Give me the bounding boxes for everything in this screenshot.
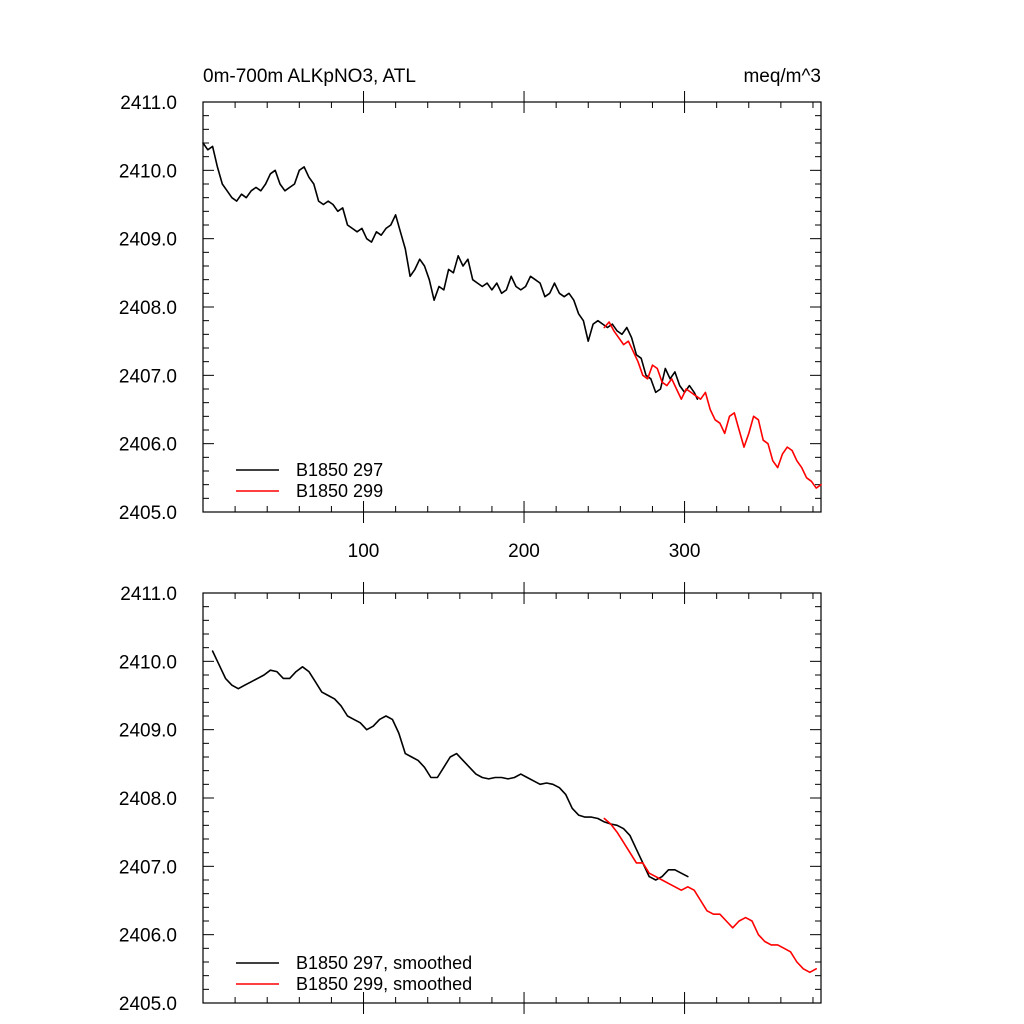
y-tick-label: 2410.0	[119, 652, 177, 673]
y-tick-label: 2410.0	[119, 161, 177, 182]
y-tick-label: 2405.0	[119, 503, 177, 524]
x-tick-label: 100	[348, 541, 380, 562]
y-tick-label: 2406.0	[119, 926, 177, 947]
series-line-0	[202, 142, 699, 401]
series-line-1	[603, 817, 818, 974]
y-tick-label: 2411.0	[120, 93, 177, 114]
y-tick-label: 2411.0	[120, 584, 177, 605]
series-line-0	[211, 650, 689, 881]
bottom-panel: 2405.0 2406.0 2407.0 2408.0 2409.0 2410.0 2411…	[119, 582, 822, 1015]
y-tick-label: 2406.0	[119, 435, 177, 456]
y-tick-label: 2408.0	[119, 298, 177, 319]
legend-label: B1850 297	[296, 460, 383, 480]
plot-frame	[202, 101, 822, 513]
x-tick-label: 200	[508, 541, 540, 562]
y-tick-label: 2405.0	[119, 994, 177, 1015]
series-line-1	[603, 321, 822, 489]
legend-label: B1850 299, smoothed	[296, 974, 472, 994]
x-tick-label: 300	[669, 541, 701, 562]
chart-units: meq/m^3	[743, 66, 821, 87]
legend-label: B1850 297, smoothed	[296, 953, 472, 973]
chart-title: 0m-700m ALKpNO3, ATL	[203, 66, 416, 87]
top-panel: 2405.0 2406.0 2407.0 2408.0 2409.0 2410.0 2411…	[119, 91, 822, 562]
y-tick-label: 2409.0	[119, 721, 177, 742]
y-tick-label: 2408.0	[119, 789, 177, 810]
y-tick-label: 2409.0	[119, 230, 177, 251]
y-tick-label: 2407.0	[119, 366, 177, 387]
y-tick-label: 2407.0	[119, 857, 177, 878]
legend-label: B1850 299	[296, 481, 383, 501]
plot-frame	[202, 592, 822, 1004]
